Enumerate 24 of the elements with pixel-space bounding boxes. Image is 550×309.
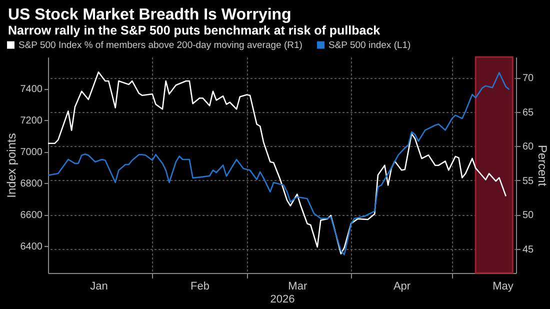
y-tick-label: 7000 [20,147,43,158]
chart-subtitle: Narrow rally in the S&P 500 puts benchmark at risk of pullback [8,24,380,38]
y-tick-label: 6400 [20,242,43,253]
y2-tick-label: 45 [522,244,534,256]
legend-label: S&P 500 index (L1) [328,40,411,52]
y-tick-label: 7200 [20,116,43,127]
y2-tick-label: 55 [522,176,534,187]
y-tick-label: 6800 [20,178,43,190]
chart-title: US Stock Market Breadth Is Worrying [8,6,292,24]
y-tick-label: 6600 [20,210,43,222]
y2-tick-label: 50 [522,210,534,222]
y2-tick-label: 70 [522,73,534,84]
x-tick-label: May [492,280,514,292]
y2-tick-label: 65 [522,107,534,118]
y-tick-label: 7400 [20,84,43,96]
x-tick-label: Mar [288,280,308,292]
x-tick-label: Feb [190,280,210,292]
y2-tick-label: 60 [522,142,534,153]
x-tick-label: Apr [393,280,411,292]
y-axis-title: Index points [4,133,18,198]
x-tick-label: Jan [90,280,108,292]
legend-label: S&P 500 Index % of members above 200-day moving average (R1) [18,40,302,52]
x-axis-title: 2026 [270,294,295,306]
y2-axis-title: Percent [536,144,550,187]
